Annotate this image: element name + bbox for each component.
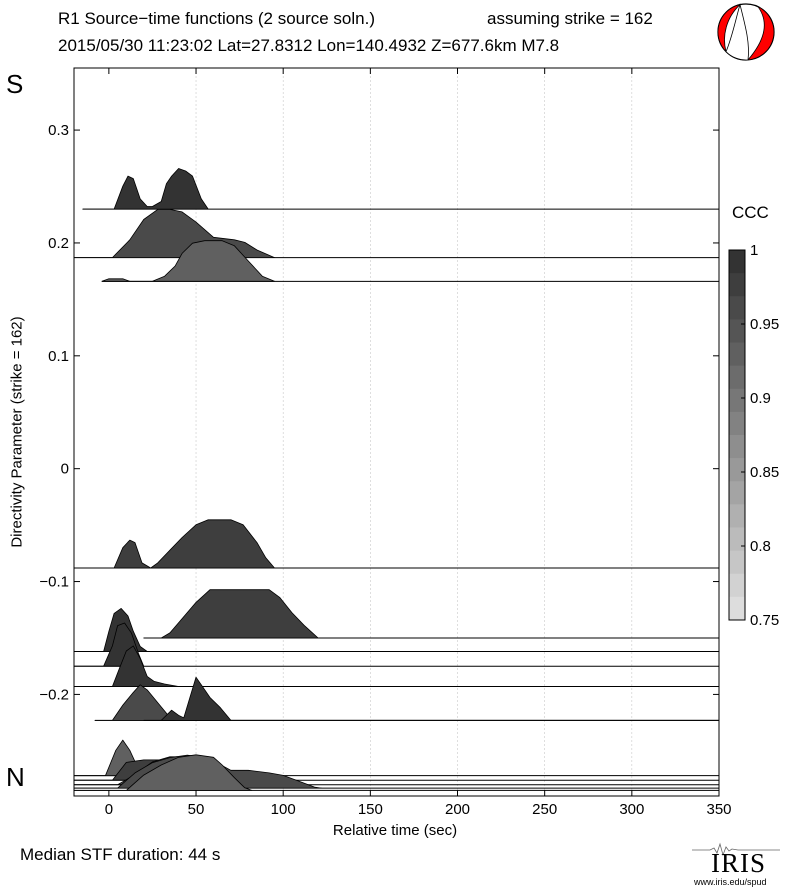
colorbar-level <box>729 435 745 459</box>
y-tick-label: 0.1 <box>48 348 69 365</box>
colorbar-tick-label: 0.75 <box>750 612 779 629</box>
south-label: S <box>6 69 24 99</box>
colorbar-tick-label: 0.85 <box>750 464 779 481</box>
colorbar-frame <box>728 249 746 621</box>
colorbar-level <box>729 342 745 367</box>
stf-area <box>73 608 148 652</box>
x-tick-label: 250 <box>532 801 557 818</box>
x-axis: 0 50 100 150 200 250 300 350 <box>105 68 732 818</box>
north-label: N <box>6 762 25 792</box>
y-tick-label: −0.1 <box>39 574 69 591</box>
y-tick-label: 0 <box>61 461 69 478</box>
colorbar-level <box>729 527 745 552</box>
chart-grid <box>195 68 633 796</box>
strike-label: assuming strike = 162 <box>487 9 653 28</box>
colorbar-tick-label: 0.95 <box>750 316 779 333</box>
chart-traces <box>73 168 719 791</box>
colorbar-tick-label: 0.9 <box>750 390 771 407</box>
colorbar-level <box>729 273 745 297</box>
y-axis-label: Directivity Parameter (strike = 162) <box>8 316 26 548</box>
stf-area <box>73 754 253 791</box>
x-tick-label: 50 <box>188 801 205 818</box>
beachball-quadrant-center <box>725 3 749 61</box>
colorbar-level <box>729 573 745 598</box>
beachball-quadrant-east <box>747 6 775 61</box>
stf-area <box>73 645 179 687</box>
median-duration-text: Median STF duration: 44 s <box>20 845 221 864</box>
colorbar: 1 0.95 0.9 0.85 0.8 0.75 <box>728 242 779 629</box>
colorbar-level <box>729 319 745 343</box>
colorbar-level <box>729 296 745 320</box>
x-tick-label: 150 <box>358 801 383 818</box>
colorbar-level <box>729 411 745 436</box>
colorbar-level <box>729 388 745 413</box>
colorbar-tick-label: 1 <box>750 242 758 259</box>
colorbar-level <box>729 550 745 575</box>
colorbar-tick-label: 0.8 <box>750 538 771 555</box>
colorbar-level <box>729 504 745 528</box>
seismogram-icon <box>692 842 780 857</box>
stf-area <box>143 676 232 721</box>
x-axis-label: Relative time (sec) <box>332 822 458 839</box>
stf-area <box>73 209 275 258</box>
beachball-quadrant-west <box>717 3 742 53</box>
colorbar-level <box>729 365 745 390</box>
colorbar-level <box>729 481 745 505</box>
y-tick-label: −0.2 <box>39 686 69 703</box>
colorbar-level <box>729 458 745 482</box>
event-info: 2015/05/30 11:23:02 Lat=27.8312 Lon=140.… <box>58 36 560 55</box>
stf-area <box>82 168 209 210</box>
stf-area <box>143 589 319 639</box>
stf-area <box>101 240 275 282</box>
x-tick-label: 0 <box>105 801 113 818</box>
y-axis: 0.3 0.2 0.1 0 −0.1 −0.2 <box>39 122 719 703</box>
x-tick-label: 200 <box>445 801 470 818</box>
iris-url: www.iris.edu/spud <box>694 877 767 887</box>
colorbar-level <box>729 250 745 274</box>
beachball-icon <box>717 3 775 61</box>
x-tick-label: 100 <box>271 801 296 818</box>
x-tick-label: 300 <box>619 801 644 818</box>
iris-logo: IRIS <box>711 848 767 878</box>
colorbar-level <box>729 596 745 621</box>
stf-area <box>73 519 275 569</box>
colorbar-label: CCC <box>732 203 769 222</box>
plot-frame <box>73 67 720 797</box>
stf-area <box>94 684 176 721</box>
y-tick-label: 0.2 <box>48 235 69 252</box>
chart-title: R1 Source−time functions (2 source soln.… <box>58 9 376 28</box>
y-tick-label: 0.3 <box>48 122 69 139</box>
x-tick-label: 350 <box>706 801 731 818</box>
